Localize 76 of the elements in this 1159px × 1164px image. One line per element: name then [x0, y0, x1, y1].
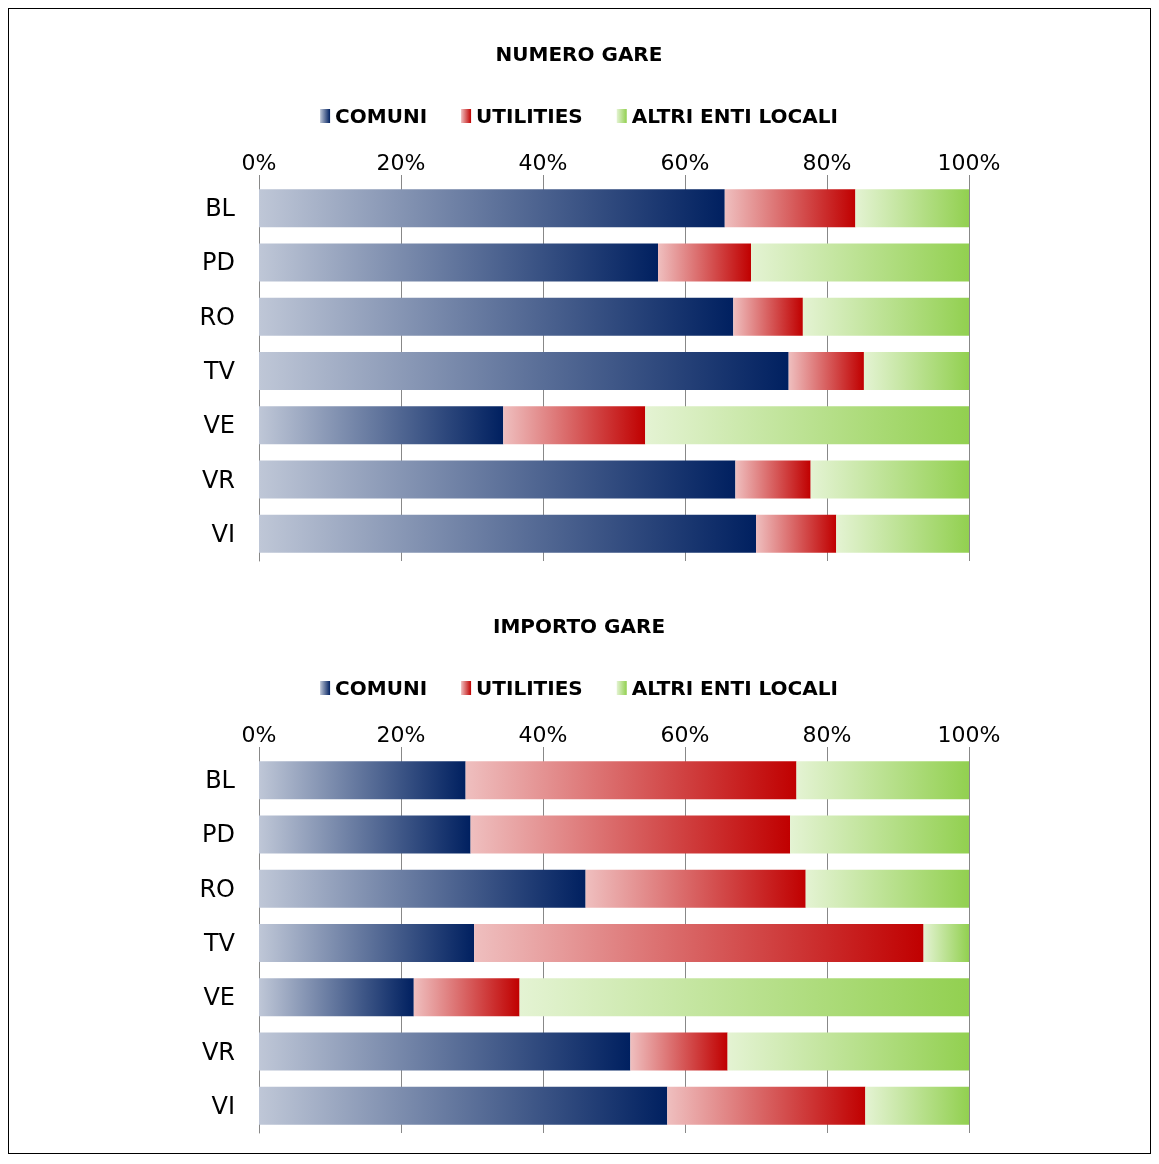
bar [259, 514, 756, 553]
y-tick-label: RO [199, 874, 235, 903]
bar [724, 189, 856, 228]
bar [802, 297, 969, 336]
chart-title: NUMERO GARE [495, 42, 663, 66]
x-tick-label: 100% [937, 721, 1001, 747]
bar [259, 815, 471, 854]
x-tick-label: 20% [376, 721, 426, 747]
x-tick-label: 60% [660, 149, 710, 175]
bar [259, 460, 736, 499]
bar [465, 761, 797, 800]
bar [259, 1032, 631, 1071]
bar [751, 243, 969, 282]
legend-label: ALTRI ENTI LOCALI [631, 676, 838, 700]
bar [810, 460, 969, 499]
bar [259, 297, 734, 336]
x-tick-label: 0% [241, 721, 277, 747]
y-tick-label: TV [202, 357, 236, 385]
bar [259, 869, 586, 908]
bar [503, 406, 646, 445]
bar [470, 815, 791, 854]
bar [836, 514, 969, 553]
bar [259, 352, 789, 390]
bar [630, 1032, 728, 1071]
y-tick-label: PD [202, 248, 235, 277]
x-tick-label: 80% [802, 721, 852, 747]
bar [658, 243, 752, 282]
y-tick-label: VR [201, 465, 235, 494]
y-tick-label: VI [211, 1091, 235, 1120]
bar [855, 189, 969, 228]
y-tick-label: VI [211, 519, 235, 548]
x-tick-label: 0% [241, 149, 277, 175]
x-tick-label: 100% [937, 149, 1001, 175]
x-tick-label: 60% [660, 721, 710, 747]
bar [788, 352, 864, 390]
legend-label: ALTRI ENTI LOCALI [631, 104, 838, 128]
bar [865, 1086, 969, 1125]
x-tick-label: 20% [376, 149, 426, 175]
bar [259, 1086, 668, 1125]
bar [756, 514, 837, 553]
legend-label: COMUNI [335, 104, 428, 128]
y-tick-label: PD [202, 820, 235, 849]
bar [259, 406, 504, 445]
bar [259, 978, 414, 1017]
chart-title: IMPORTO GARE [492, 614, 666, 638]
x-tick-label: 80% [802, 149, 852, 175]
bar [645, 406, 969, 445]
bar [519, 978, 969, 1017]
y-tick-label: TV [202, 929, 236, 957]
bar [805, 869, 969, 908]
bar [863, 352, 969, 390]
y-tick-label: VE [203, 983, 235, 1012]
bar [259, 243, 659, 282]
bar [413, 978, 520, 1017]
bar [733, 297, 803, 336]
y-tick-label: VR [201, 1037, 235, 1066]
bar [790, 815, 969, 854]
x-tick-label: 40% [518, 149, 568, 175]
bar [259, 761, 466, 800]
legend-label: UTILITIES [476, 676, 583, 700]
x-tick-label: 40% [518, 721, 568, 747]
bar [259, 924, 475, 962]
legend-label: COMUNI [335, 676, 428, 700]
bar [727, 1032, 969, 1071]
bar [585, 869, 806, 908]
y-tick-label: BL [205, 766, 236, 795]
bar [474, 924, 924, 962]
bar [259, 189, 725, 228]
bar [796, 761, 969, 800]
bar [923, 924, 969, 962]
bar [735, 460, 811, 499]
y-tick-label: RO [199, 302, 235, 331]
y-tick-label: VE [203, 411, 235, 440]
bar [667, 1086, 866, 1125]
y-tick-label: BL [205, 194, 236, 223]
legend-label: UTILITIES [476, 104, 583, 128]
